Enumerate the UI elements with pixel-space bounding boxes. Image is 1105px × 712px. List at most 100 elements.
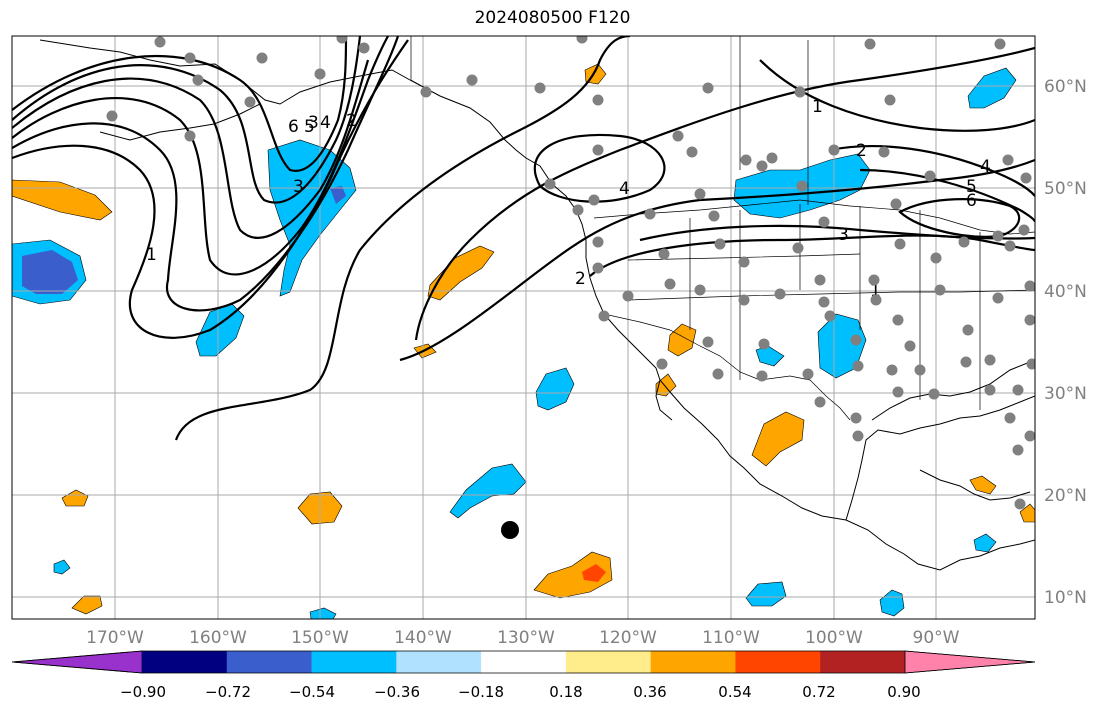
colorbar-tick: 0.90 [887,683,920,701]
station-dot [358,42,370,54]
lat-tick: 50°N [1044,179,1087,199]
station-dot [814,274,826,286]
station-dot [892,314,904,326]
station-dot [878,146,890,158]
colorbar-outline [11,650,1036,674]
station-dot [1026,358,1035,370]
station-dot [702,336,714,348]
station-dot [738,256,750,268]
station-dot [154,36,166,48]
lon-tick: 140°W [394,628,452,648]
station-dot [314,68,326,80]
station-dot [1024,280,1035,292]
station-dot [656,358,668,370]
contour-label: 2 [575,269,586,289]
colorbar-extension-low [11,650,143,674]
station-dot [1014,498,1026,510]
contour-label: 1 [146,245,157,265]
station-dot [714,238,726,250]
station-dot [892,386,904,398]
station-dot [588,194,600,206]
station-dot [994,38,1006,50]
colorbar-segment [311,651,397,673]
lon-tick: 160°W [189,628,247,648]
contour-label: 1 [870,281,881,301]
colorbar-segment [142,651,228,673]
station-dot [852,360,864,372]
graticule [12,36,1035,619]
positive-anomaly-fill [12,63,1035,615]
station-dot [694,284,706,296]
station-dot [740,154,752,166]
station-dot [992,230,1004,242]
colorbar-tick: 0.36 [633,683,666,701]
station-dot [420,86,432,98]
station-dot [914,364,926,376]
station-dot [1024,314,1035,326]
station-dot [598,310,610,322]
station-dot [824,310,836,322]
station-dot [694,188,706,200]
colorbar-segment [735,651,821,673]
station-dot [184,130,196,142]
lat-tick: 20°N [1044,486,1087,506]
contour-label: 5 [304,117,315,137]
station-dot [934,284,946,296]
map-frame [11,35,1036,620]
station-dot [802,368,814,380]
strong-negative-anomaly-fill [22,186,346,294]
lat-tick: 30°N [1044,384,1087,404]
contour-label: 4 [619,179,630,199]
colorbar-tick: 0.18 [549,683,582,701]
contour-label: 1 [812,97,823,117]
station-dot [1002,154,1014,166]
contour-label: 6 [966,191,977,211]
station-dot [894,238,906,250]
storm-center-marker [501,521,519,539]
station-dot [644,208,656,220]
colorbar-segment [650,651,736,673]
contour-label: 2 [856,141,867,161]
lon-tick: 100°W [805,628,863,648]
station-dot [828,144,840,156]
lon-tick: 120°W [599,628,657,648]
colorbar-tick: −0.54 [289,683,335,701]
colorbar-tick: 0.54 [718,683,751,701]
station-dot [1024,430,1035,442]
station-dot [534,82,546,94]
lat-tick: 60°N [1044,77,1087,97]
lat-tick: 10°N [1044,588,1087,608]
colorbar [11,650,1036,674]
contour-label: 3 [838,225,849,245]
station-dot [592,94,604,106]
station-dot [766,152,778,164]
colorbar-tick: −0.18 [458,683,504,701]
station-markers [106,36,1035,510]
strong-positive-anomaly-fill [582,564,606,582]
station-dot [850,334,862,346]
station-dot [792,242,804,254]
station-dot [184,52,196,64]
station-dot [904,340,916,352]
station-dot [1004,240,1016,252]
contour-label: 6 [288,117,299,137]
colorbar-segment [481,651,567,673]
station-dot [576,36,588,44]
lon-tick: 150°W [291,628,349,648]
station-dot [884,94,896,106]
station-dot [106,110,118,122]
station-dot [984,354,996,366]
station-dot [592,236,604,248]
colorbar-segment [226,651,313,673]
political-borders [410,36,1035,421]
contour-label: 5 [966,177,977,197]
station-dot [992,292,1004,304]
contour-labels: 1 2 3 4 5 6 1 2 3 4 5 6 4 3 2 1 [146,97,991,301]
station-dot [928,388,940,400]
station-dot [930,252,942,264]
contour-label: 2 [346,111,357,131]
station-dot [738,294,750,306]
colorbar-tick: −0.90 [120,683,166,701]
colorbar-ticks: −0.90 −0.72 −0.54 −0.36 −0.18 0.18 0.36 … [120,683,921,701]
